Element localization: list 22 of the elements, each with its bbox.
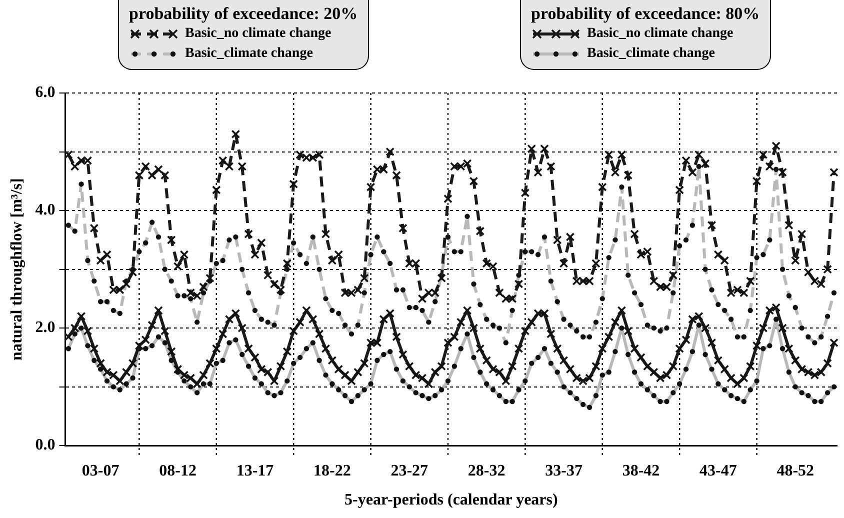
x-tick-label: 23-27 — [390, 462, 428, 480]
x-tick-label: 43-47 — [700, 462, 737, 480]
x-tick-label: 13-17 — [236, 462, 274, 480]
x-tick-label: 48-52 — [776, 462, 814, 480]
y-axis-title: natural throughflow [m³/s] — [8, 178, 26, 360]
legend-label: Basic_climate change — [587, 45, 715, 63]
x-tick-label: 08-12 — [159, 462, 196, 480]
x-tick-label: 33-37 — [545, 462, 582, 480]
x-tick-label: 18-22 — [314, 462, 351, 480]
x-tick-label: 38-42 — [622, 462, 660, 480]
y-tick-label: 2.0 — [35, 319, 56, 336]
y-tick-label: 6.0 — [35, 84, 56, 102]
x-tick-label: 03-07 — [82, 462, 120, 480]
y-tick-label: 4.0 — [35, 202, 56, 219]
legend-label: Basic_no climate change — [587, 25, 734, 43]
legend-label: Basic_climate change — [185, 45, 313, 63]
y-tick-label: 0.0 — [35, 436, 56, 454]
legend-label: Basic_no climate change — [185, 25, 332, 43]
x-tick-label: 28-32 — [468, 462, 506, 480]
x-axis-title: 5-year-periods (calendar years) — [344, 492, 558, 509]
text: probability of exceedance: 20% — [129, 4, 358, 24]
text: probability of exceedance: 80% — [531, 4, 760, 24]
